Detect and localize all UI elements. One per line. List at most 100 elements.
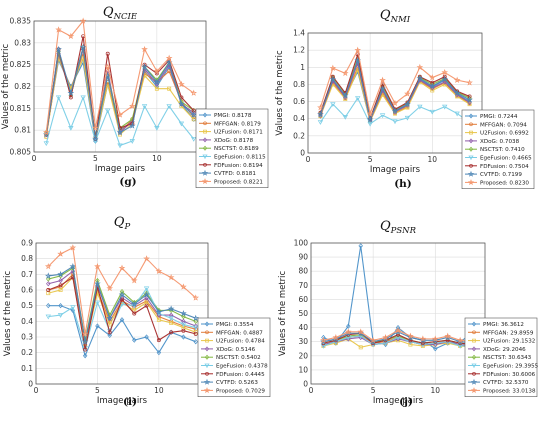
data-point bbox=[94, 300, 101, 306]
data-point bbox=[193, 330, 198, 335]
legend-entry: FDFusion: 0.8194 bbox=[214, 163, 263, 169]
data-point bbox=[80, 95, 86, 101]
data-point bbox=[417, 104, 423, 110]
x-tick-label: 5 bbox=[371, 386, 376, 395]
legend: PMGI: 36.3612 MFFGAN: 29.8959 U2Fusion: 29… bbox=[464, 317, 539, 397]
series-line-7 bbox=[45, 47, 195, 140]
data-point bbox=[379, 113, 386, 119]
data-point bbox=[46, 303, 51, 309]
y-tick-label: 0.805 bbox=[10, 148, 32, 157]
data-point bbox=[128, 102, 136, 109]
data-point bbox=[466, 79, 473, 86]
data-point bbox=[369, 338, 377, 345]
data-point bbox=[132, 311, 137, 316]
data-point bbox=[55, 95, 62, 101]
legend-marker bbox=[470, 378, 478, 385]
data-point bbox=[168, 316, 174, 321]
data-point bbox=[345, 335, 351, 341]
series-line-8 bbox=[323, 329, 473, 343]
data-point bbox=[116, 111, 124, 118]
data-point bbox=[355, 96, 361, 101]
legend-marker bbox=[202, 137, 208, 143]
legend-entry: PMGI: 0.3554 bbox=[216, 322, 254, 328]
data-point bbox=[190, 89, 198, 96]
legend-entry: NSCTST: 0.5402 bbox=[216, 355, 261, 361]
title-main: Q bbox=[380, 219, 391, 234]
data-point bbox=[55, 45, 62, 53]
data-point bbox=[367, 121, 373, 127]
data-point bbox=[193, 339, 198, 345]
data-point bbox=[144, 303, 149, 308]
data-point bbox=[154, 126, 160, 131]
data-point bbox=[44, 272, 52, 279]
data-point bbox=[82, 353, 88, 359]
data-point bbox=[404, 100, 411, 107]
data-point bbox=[366, 110, 374, 117]
legend-marker bbox=[205, 330, 209, 335]
data-point bbox=[42, 131, 50, 138]
data-point bbox=[391, 99, 399, 107]
series-line-7 bbox=[319, 58, 470, 122]
data-point bbox=[83, 347, 88, 352]
x-tick-label: 0 bbox=[306, 155, 311, 164]
data-point bbox=[320, 336, 327, 344]
legend-marker bbox=[203, 162, 207, 167]
chart-panel-g: 0.805 0.81 0.815 0.82 0.825 0.83 0.835 0 5 10 Imag… bbox=[1, 5, 269, 188]
panel-label: (g) bbox=[119, 176, 136, 188]
data-point bbox=[407, 332, 414, 339]
legend-entry: Proposed: 0.8221 bbox=[214, 179, 263, 185]
y-tick-label: 0.4 bbox=[21, 317, 33, 326]
legend-entry: Proposed: 0.7029 bbox=[216, 388, 265, 394]
legend-entry: CVTFD: 0.5263 bbox=[216, 380, 258, 386]
data-point bbox=[405, 105, 410, 110]
data-point bbox=[344, 328, 352, 335]
data-point bbox=[67, 89, 75, 96]
data-point bbox=[379, 85, 386, 92]
y-tick-label: 0 bbox=[28, 380, 33, 389]
legend-marker bbox=[468, 113, 474, 119]
data-point bbox=[46, 288, 51, 292]
data-point bbox=[442, 74, 447, 79]
data-point bbox=[382, 334, 389, 341]
y-tick-label: 10 bbox=[298, 365, 308, 374]
data-point bbox=[180, 322, 187, 328]
data-point bbox=[190, 111, 198, 118]
x-tick-label: 5 bbox=[95, 386, 100, 395]
legend-marker bbox=[472, 330, 476, 335]
data-point bbox=[181, 318, 186, 324]
data-point bbox=[44, 263, 52, 270]
x-axis-label: Image pairs bbox=[95, 164, 146, 174]
data-point bbox=[404, 115, 411, 121]
data-point bbox=[153, 67, 161, 75]
legend-marker bbox=[205, 371, 209, 376]
data-point bbox=[94, 263, 101, 270]
series-line-6 bbox=[323, 332, 473, 346]
data-point bbox=[191, 117, 196, 122]
legend-entry: CVTFD: 0.7199 bbox=[480, 172, 522, 178]
data-point bbox=[193, 331, 198, 336]
y-tick-label: 0.81 bbox=[14, 126, 31, 135]
data-point bbox=[132, 337, 137, 343]
data-point bbox=[120, 297, 124, 302]
data-point bbox=[391, 107, 399, 114]
legend-entry: EgeFusion: 29.3955 bbox=[483, 364, 539, 370]
data-point bbox=[317, 104, 324, 111]
legend-entry: NSCTST: 0.8189 bbox=[214, 146, 259, 152]
chart-title: QNCIE bbox=[103, 5, 138, 22]
legend-marker bbox=[204, 321, 210, 327]
data-point bbox=[57, 270, 64, 278]
chart-panel-h: 0 0.2 0.4 0.6 0.8 1 1.2 1.4 0 5 10 Image pairs Value… bbox=[275, 8, 535, 190]
legend-entry: U2Fusion: 0.8171 bbox=[214, 130, 263, 136]
legend-marker bbox=[471, 354, 477, 360]
legend-marker bbox=[469, 130, 473, 135]
legend-entry: MFFGAN: 0.7094 bbox=[480, 122, 527, 128]
legend-entry: Proposed: 0.8230 bbox=[480, 180, 529, 186]
data-point bbox=[45, 314, 51, 320]
data-point bbox=[107, 332, 112, 339]
legend-marker bbox=[205, 338, 209, 343]
x-tick-label: 10 bbox=[431, 386, 441, 395]
data-point bbox=[79, 17, 87, 24]
data-point bbox=[394, 326, 402, 334]
title-main: Q bbox=[103, 5, 114, 20]
y-tick-label: 0 bbox=[303, 380, 308, 389]
